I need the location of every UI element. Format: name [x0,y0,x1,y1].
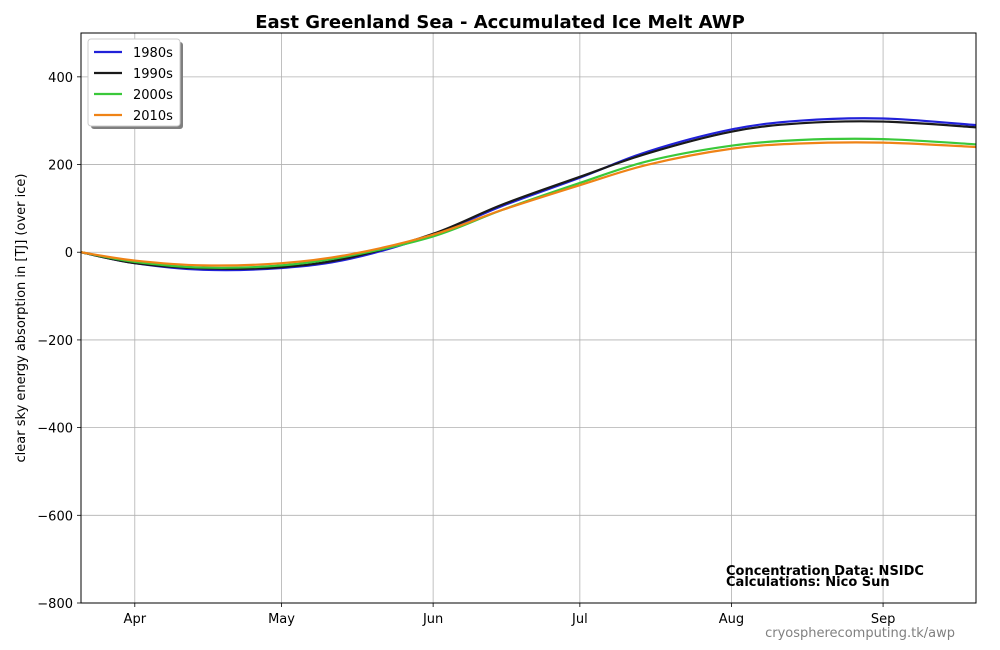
x-tick-label: Jun [422,612,443,627]
y-axis: −800 −600 −400 −200 0 200 400 [37,71,81,612]
annotation-data-source: Concentration Data: NSIDC [726,564,924,579]
annotation-calculations: Calculations: Nico Sun [726,575,890,590]
chart-title: East Greenland Sea - Accumulated Ice Mel… [255,12,745,33]
y-tick-label: −600 [37,509,73,524]
legend-box [87,38,181,127]
x-tick-label: Aug [719,612,744,627]
series-line-2000s [81,137,976,269]
legend: 1980s 1990s 2000s 2010s [87,38,183,129]
plot-frame [80,32,977,604]
x-tick-label: Jul [571,612,588,627]
y-tick-label: −200 [37,334,73,349]
legend-label-2000s: 2000s [133,88,173,103]
legend-label-2010s: 2010s [133,109,173,124]
x-tick-label: May [268,612,295,627]
y-tick-label: 0 [65,246,73,261]
credit-link[interactable]: cryospherecomputing.tk/awp [765,626,955,641]
y-axis-label: clear sky energy absorption in [TJ] (ove… [14,174,29,463]
y-tick-label: −400 [37,422,73,437]
x-axis: Apr May Jun Jul Aug Sep [124,603,896,627]
series-line-2010s [81,141,976,267]
x-tick-label: Apr [124,612,147,627]
legend-label-1990s: 1990s [133,67,173,82]
grid [81,33,976,604]
y-tick-label: 200 [48,159,73,174]
series-layer [81,117,976,272]
x-tick-label: Sep [871,612,896,627]
y-tick-label: 400 [48,71,73,86]
y-tick-label: −800 [37,597,73,612]
legend-label-1980s: 1980s [133,46,173,61]
series-line-1980s [81,117,976,272]
